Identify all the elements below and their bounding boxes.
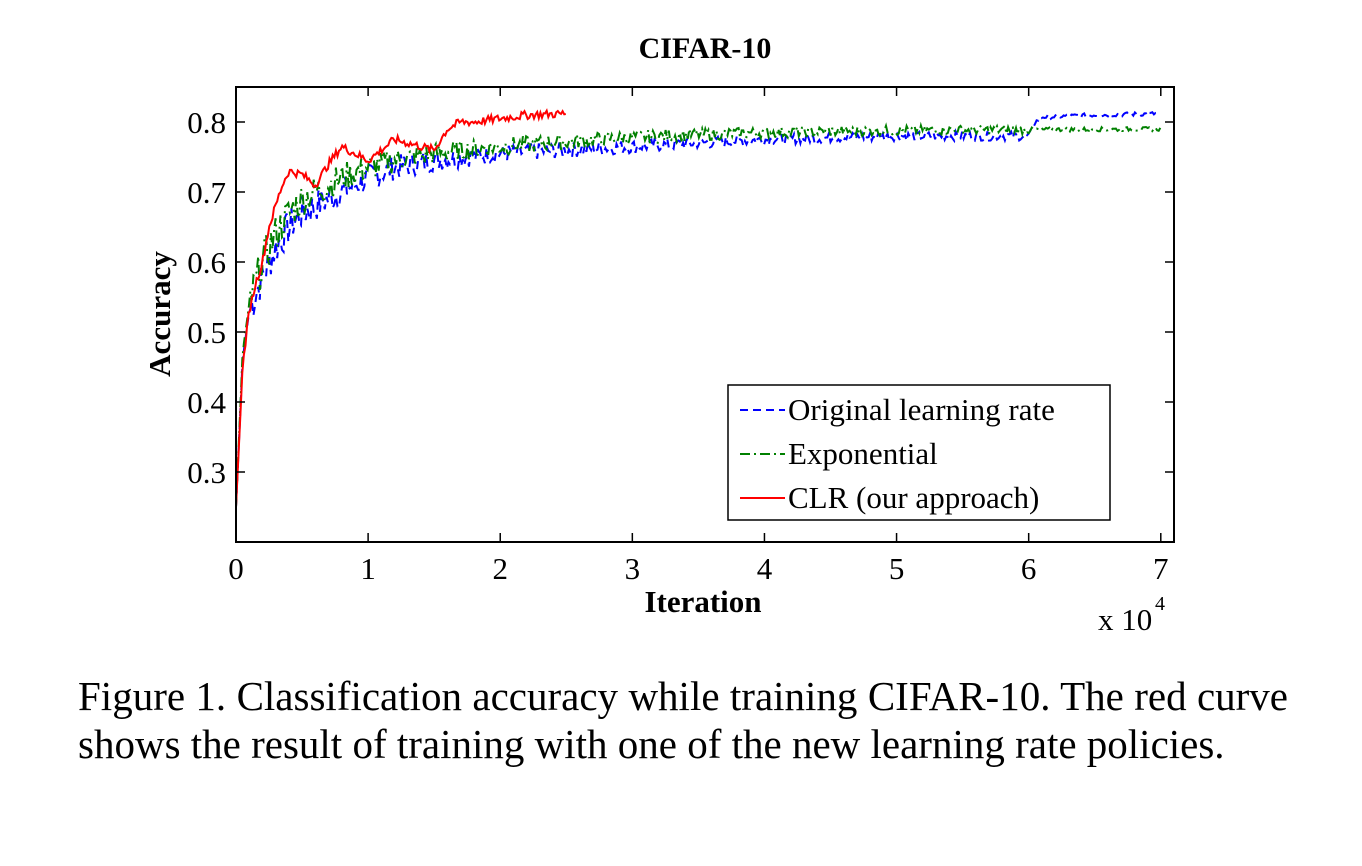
x-axis-label: Iteration [644, 584, 761, 619]
series-line-clr-our-approach [236, 108, 566, 508]
chart-figure: 0 1 2 3 4 5 6 7 0.3 0.4 0.5 0.6 0.7 0.8 CIFAR-10 Accu… [142, 32, 1175, 637]
y-tick-label: 0.3 [187, 455, 226, 490]
legend-box [727, 384, 1111, 521]
chart-title: CIFAR-10 [639, 32, 772, 65]
y-tick-label: 0.8 [187, 105, 226, 140]
x-tick-label: 1 [360, 551, 376, 586]
series-line-original-learning-rate [236, 110, 1161, 508]
y-tick-label: 0.4 [187, 385, 226, 420]
x-tick-label: 2 [492, 551, 508, 586]
figure-caption: Figure 1. Classification accuracy while … [78, 673, 1288, 767]
y-axis-label: Accuracy [142, 251, 177, 377]
x-tick-label: 5 [889, 551, 905, 586]
x-tick-label: 3 [625, 551, 641, 586]
y-tick-label: 0.6 [187, 245, 226, 280]
plot-area: 0 1 2 3 4 5 6 7 0.3 0.4 0.5 0.6 0.7 0.8 [187, 86, 1175, 586]
x-tick-label: 0 [228, 551, 244, 586]
legend-label-clr: CLR (our approach) [788, 480, 1039, 515]
axes-box [235, 86, 1175, 543]
legend-label-exponential: Exponential [788, 436, 938, 471]
legend: Original learning rate Exponential CLR (… [727, 384, 1111, 521]
ticks-layer: 0 1 2 3 4 5 6 7 0.3 0.4 0.5 0.6 0.7 0.8 [187, 87, 1174, 586]
x-multiplier-label: x 10 [1098, 602, 1152, 637]
y-tick-label: 0.5 [187, 315, 226, 350]
series-layer [236, 108, 1162, 508]
legend-label-original: Original learning rate [788, 392, 1055, 427]
x-multiplier-exponent: 4 [1155, 593, 1165, 615]
x-tick-label: 7 [1153, 551, 1169, 586]
x-tick-label: 6 [1021, 551, 1037, 586]
x-tick-label: 4 [757, 551, 773, 586]
series-line-exponential [236, 121, 1162, 508]
y-tick-label: 0.7 [187, 175, 226, 210]
